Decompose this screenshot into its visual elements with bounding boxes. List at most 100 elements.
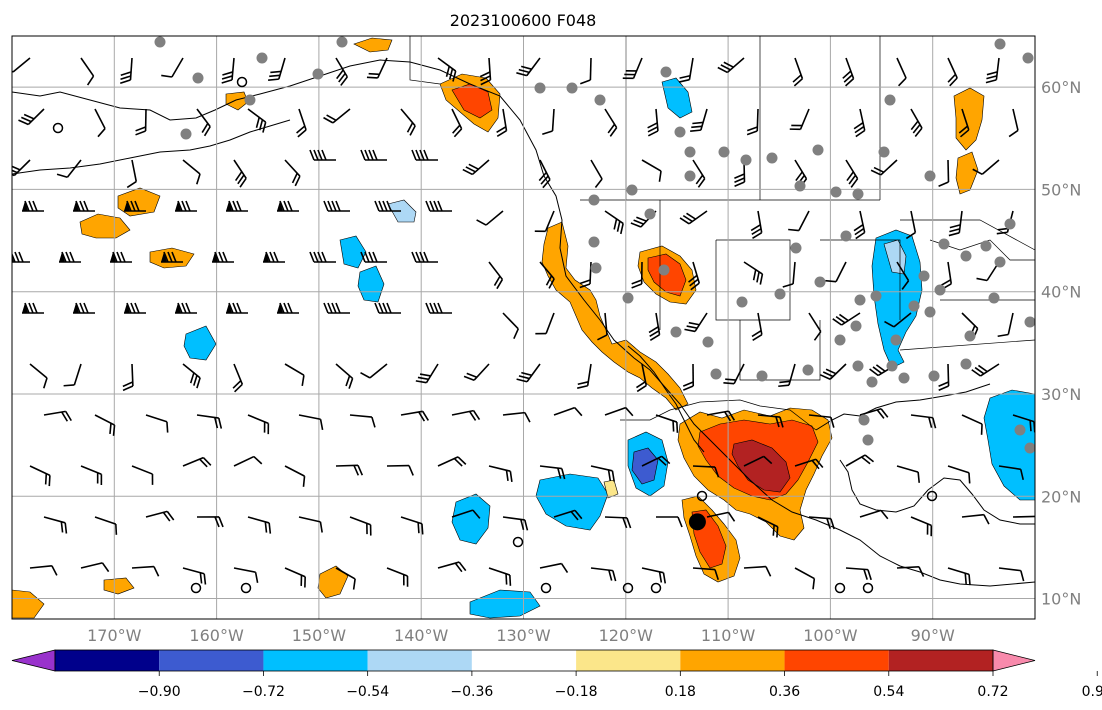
wind-barb [845, 567, 872, 581]
wind-barb [825, 261, 847, 283]
shade-blue-pac3 [357, 265, 385, 303]
wind-barb [437, 57, 457, 82]
calm-ring [240, 582, 252, 594]
wind-barb [277, 302, 299, 314]
wind-barb [690, 108, 708, 132]
wind-barb [688, 261, 701, 291]
wind-barb [553, 406, 583, 417]
colorbar-segment [888, 650, 993, 671]
wind-barb [910, 516, 933, 537]
wind-barb [437, 456, 467, 467]
wind-barb [655, 516, 683, 528]
wind-barb [1008, 108, 1019, 138]
wind-barb [124, 302, 146, 314]
wind-barb [437, 561, 467, 573]
wind-barb [808, 516, 835, 530]
station-dot [858, 414, 870, 426]
station-dot [736, 296, 748, 308]
wind-barb [411, 149, 438, 161]
wind-barb [579, 261, 592, 289]
wind-barb [80, 57, 95, 86]
station-dot [790, 242, 802, 254]
station-dot [256, 52, 268, 64]
wind-barb [386, 464, 414, 476]
station-dot [534, 82, 546, 94]
wind-barb [94, 108, 106, 138]
wind-barb [43, 410, 72, 422]
station-dot [590, 262, 602, 274]
wind-barb [534, 210, 555, 233]
wind-barb [284, 465, 306, 487]
wind-barb [196, 414, 223, 429]
wind-barb [323, 200, 350, 212]
colorbar-tick-label: −0.54 [346, 684, 389, 700]
station-dot [1024, 316, 1035, 328]
wind-barb [590, 159, 603, 188]
station-dot [670, 326, 682, 338]
shade-orange-pac3 [149, 247, 195, 269]
wind-barb [349, 516, 372, 536]
station-dot [862, 434, 874, 446]
colorbar-segment [576, 650, 681, 671]
longitude-label: 110°W [701, 626, 756, 645]
wind-barb [349, 414, 376, 428]
wind-barb [175, 200, 197, 212]
colorbar-segment [367, 650, 472, 671]
station-dot [684, 146, 696, 158]
storm-center-marker [688, 513, 706, 531]
shade-orange-pac1 [79, 213, 131, 239]
wind-barb [751, 312, 763, 342]
wind-barb [832, 312, 861, 326]
latitude-label: 10°N [1041, 590, 1081, 609]
map-frame [11, 35, 1036, 620]
shade-orange-sw [12, 589, 45, 619]
wind-barb [496, 108, 508, 137]
wind-barb [226, 200, 248, 212]
wind-barb [604, 516, 632, 529]
wind-barb [641, 455, 671, 467]
station-dot [588, 236, 600, 248]
wind-barb [196, 516, 224, 528]
station-dot [870, 290, 882, 302]
shade-blue-s [469, 589, 541, 619]
station-dot [1022, 52, 1034, 64]
wind-barb [131, 465, 154, 485]
wind-barb [778, 363, 796, 388]
station-dot [908, 300, 920, 312]
shade-paleblue-mississippi [883, 239, 907, 275]
wind-barb [655, 414, 679, 433]
wind-barb [425, 302, 452, 314]
wind-barb [366, 57, 388, 79]
wind-barb [604, 210, 624, 235]
wind-barb [232, 363, 244, 393]
wind-barb [298, 414, 324, 431]
wind-barb [94, 414, 116, 436]
station-dot [852, 188, 864, 200]
wind-barb [938, 363, 950, 391]
station-dot [924, 306, 936, 318]
wind-barb [124, 200, 146, 212]
wind-barb [122, 363, 134, 392]
wind-barb [212, 251, 234, 263]
wind-barb [335, 363, 354, 389]
wind-barb [636, 363, 648, 393]
wind-barb [794, 458, 824, 470]
calm-ring [52, 122, 64, 134]
border-state-line3 [899, 339, 1035, 351]
latitude-label: 30°N [1041, 385, 1081, 404]
station-dot [766, 152, 778, 164]
station-dot [312, 68, 324, 80]
wind-barb [884, 312, 912, 328]
station-dot [1004, 218, 1016, 230]
wind-barb [743, 455, 773, 467]
wind-barb [590, 567, 617, 582]
station-dot [674, 126, 686, 138]
colorbar-segment [55, 650, 160, 671]
longitude-labels: 170°W 160°W 150°W 140°W 130°W 120°W 110°W 100°W… [87, 626, 955, 645]
longitude-label: 100°W [803, 626, 858, 645]
wind-barb [692, 159, 706, 188]
wind-barb [451, 108, 463, 138]
calm-ring [512, 536, 524, 548]
station-dot [890, 334, 902, 346]
wind-barb [29, 465, 51, 487]
